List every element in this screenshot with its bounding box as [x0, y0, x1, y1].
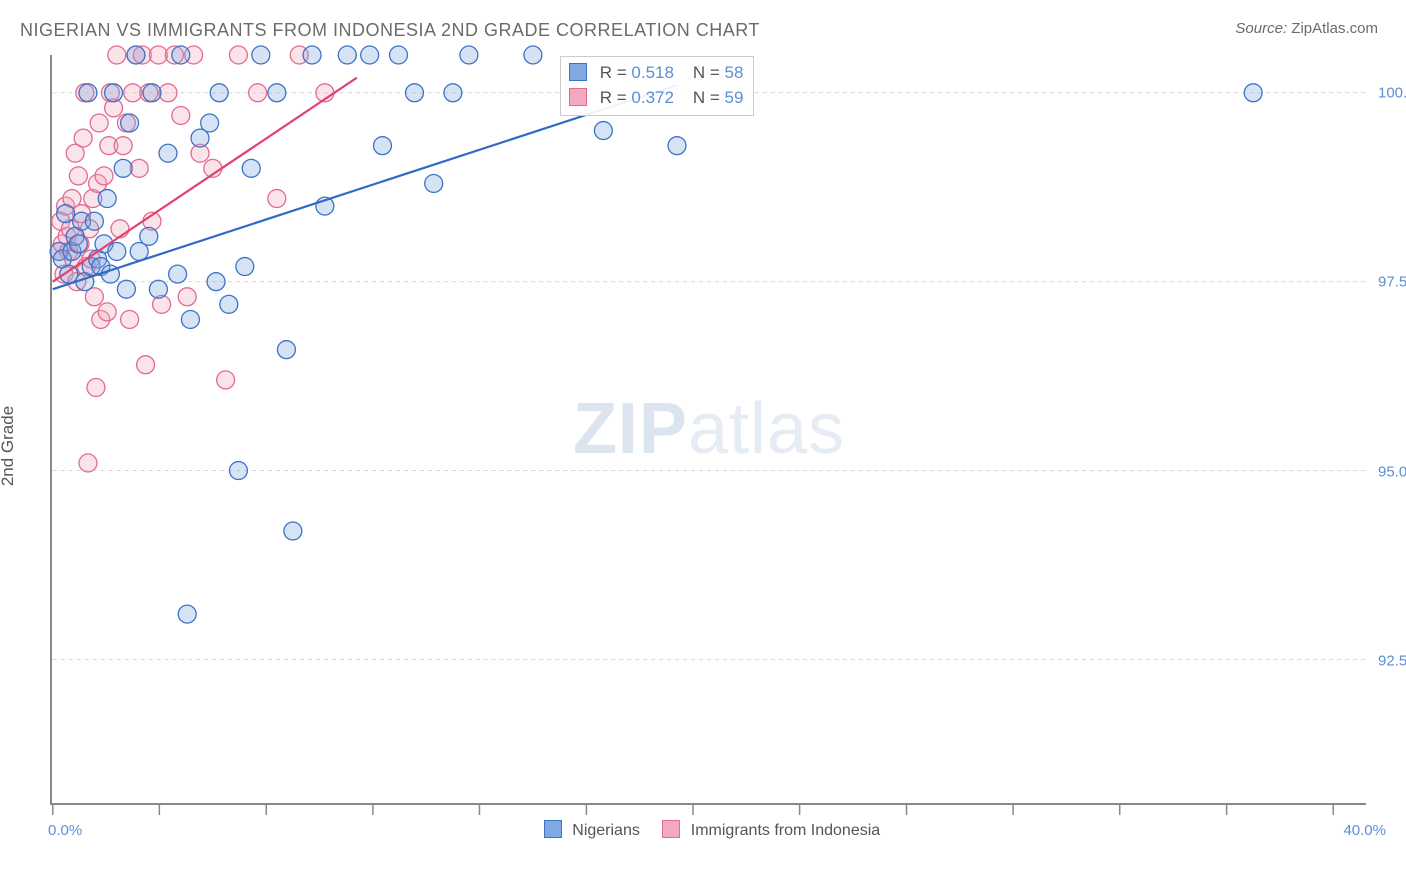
legend-label-nigerians: Nigerians	[572, 822, 640, 839]
chart-title: NIGERIAN VS IMMIGRANTS FROM INDONESIA 2N…	[20, 20, 760, 41]
swatch-indonesia-bottom	[662, 820, 680, 838]
plot-area: ZIPatlas	[50, 55, 1366, 805]
legend-label-indonesia: Immigrants from Indonesia	[691, 822, 880, 839]
chart-container: NIGERIAN VS IMMIGRANTS FROM INDONESIA 2N…	[0, 0, 1406, 892]
stats-row-nigerians: R = 0.518 N = 58	[569, 61, 743, 86]
y-tick-label: 95.0%	[1378, 463, 1406, 480]
n-label: N =	[693, 88, 720, 107]
n-value-nigerians: 58	[725, 63, 744, 82]
source-label: Source:	[1235, 20, 1287, 37]
r-label: R =	[600, 88, 627, 107]
source-value: ZipAtlas.com	[1291, 20, 1378, 37]
swatch-nigerians-bottom	[544, 820, 562, 838]
y-axis-label: 2nd Grade	[0, 406, 18, 486]
y-tick-label: 92.5%	[1378, 653, 1406, 670]
stats-row-indonesia: R = 0.372 N = 59	[569, 86, 743, 111]
source-attribution: Source: ZipAtlas.com	[1235, 20, 1378, 37]
r-label: R =	[600, 63, 627, 82]
y-tick-label: 97.5%	[1378, 274, 1406, 291]
n-value-indonesia: 59	[725, 88, 744, 107]
r-value-nigerians: 0.518	[631, 63, 674, 82]
chart-svg	[52, 55, 1366, 803]
legend-bottom: Nigerians Immigrants from Indonesia	[0, 820, 1406, 840]
y-tick-label: 100.0%	[1378, 84, 1406, 101]
swatch-nigerians	[569, 63, 587, 81]
n-label: N =	[693, 63, 720, 82]
stats-legend-box: R = 0.518 N = 58 R = 0.372 N = 59	[560, 56, 754, 116]
r-value-indonesia: 0.372	[631, 88, 674, 107]
swatch-indonesia	[569, 88, 587, 106]
